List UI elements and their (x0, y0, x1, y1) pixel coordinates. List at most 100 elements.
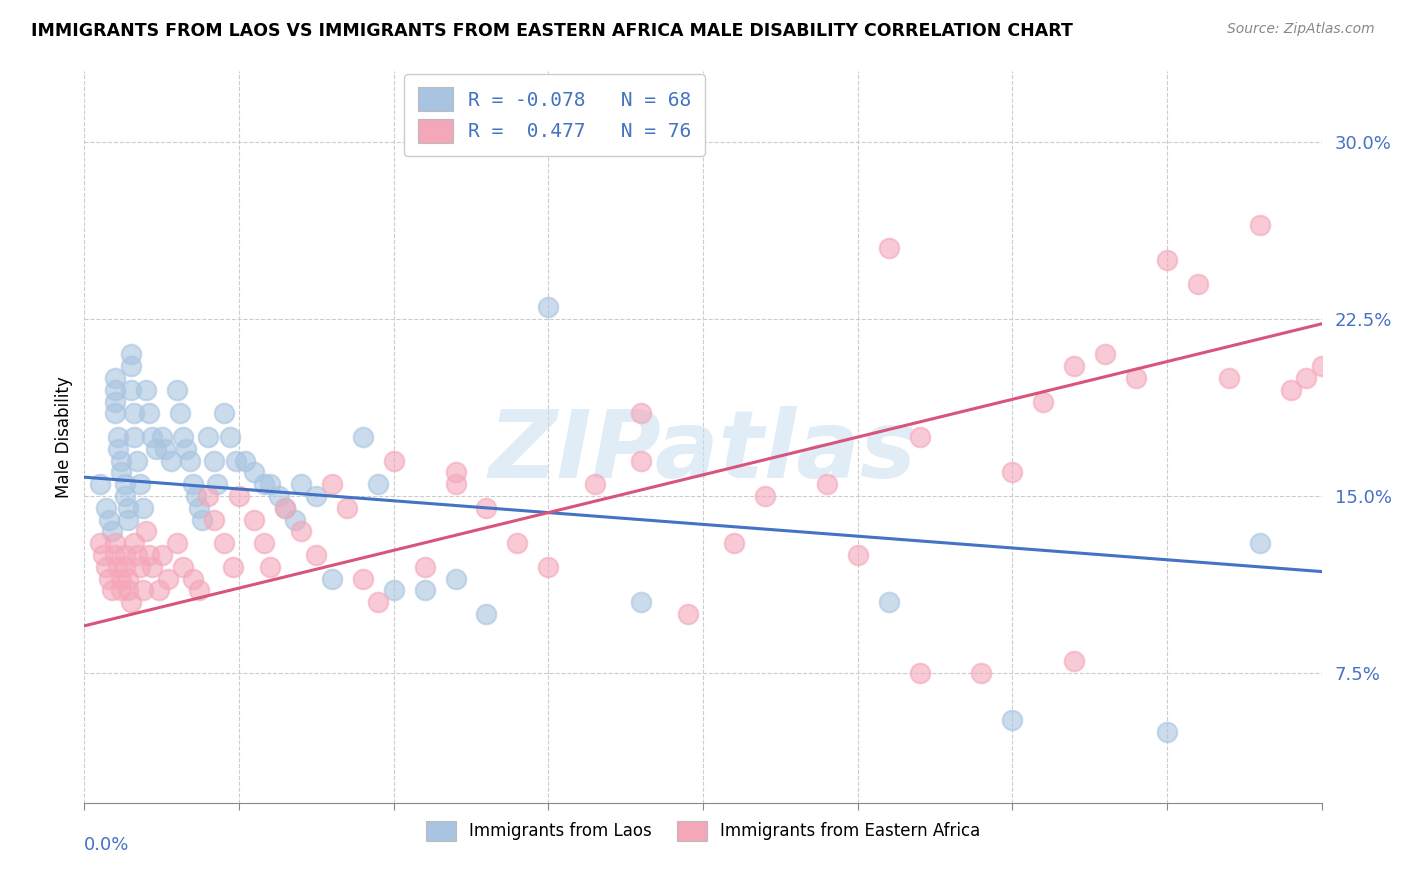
Point (1310, 359, 1333, 374)
Point (166, 536, 188, 550)
Point (101, 524, 124, 539)
Y-axis label: Male Disability: Male Disability (55, 376, 73, 498)
Point (156, 572, 179, 586)
Point (1187, 277, 1209, 291)
Point (222, 559, 245, 574)
Point (94, 500, 117, 515)
Point (104, 536, 127, 550)
Point (877, 241, 900, 255)
Point (104, 394, 127, 409)
Point (305, 548, 328, 562)
Point (253, 536, 276, 550)
Point (225, 453, 247, 467)
Point (352, 430, 374, 444)
Point (91, 548, 114, 562)
Point (1218, 371, 1240, 385)
Point (1249, 218, 1271, 232)
Point (352, 572, 374, 586)
Point (135, 524, 157, 539)
Point (129, 559, 152, 574)
Point (114, 489, 136, 503)
Point (723, 536, 745, 550)
Text: Source: ZipAtlas.com: Source: ZipAtlas.com (1227, 22, 1375, 37)
Point (187, 583, 209, 598)
Point (1001, 466, 1024, 480)
Point (367, 595, 389, 609)
Point (253, 477, 276, 491)
Point (89, 536, 111, 550)
Point (537, 559, 560, 574)
Point (336, 500, 359, 515)
Point (117, 500, 139, 515)
Point (754, 489, 776, 503)
Point (166, 383, 188, 397)
Point (107, 430, 129, 444)
Point (444, 477, 467, 491)
Point (148, 583, 170, 598)
Point (1156, 725, 1178, 739)
Point (184, 489, 207, 503)
Point (110, 466, 132, 480)
Point (630, 453, 652, 467)
Point (125, 548, 148, 562)
Point (98, 513, 121, 527)
Point (138, 548, 160, 562)
Point (135, 383, 157, 397)
Point (259, 559, 281, 574)
Point (228, 489, 250, 503)
Point (537, 301, 560, 315)
Point (506, 536, 529, 550)
Point (413, 583, 436, 598)
Point (110, 572, 132, 586)
Point (120, 383, 142, 397)
Point (104, 371, 127, 385)
Point (141, 559, 163, 574)
Point (243, 513, 266, 527)
Point (1156, 253, 1178, 268)
Point (122, 407, 145, 421)
Point (218, 430, 240, 444)
Point (114, 548, 136, 562)
Point (179, 453, 201, 467)
Point (382, 453, 405, 467)
Point (150, 548, 173, 562)
Point (815, 477, 838, 491)
Text: ZIPatlas: ZIPatlas (489, 406, 917, 498)
Point (120, 359, 142, 374)
Point (475, 500, 498, 515)
Point (197, 489, 219, 503)
Point (153, 442, 176, 456)
Point (583, 477, 606, 491)
Point (107, 442, 129, 456)
Point (290, 477, 312, 491)
Point (172, 430, 194, 444)
Point (233, 453, 256, 467)
Point (110, 583, 132, 598)
Point (141, 430, 163, 444)
Point (191, 513, 214, 527)
Point (98, 572, 121, 586)
Point (104, 383, 127, 397)
Point (1032, 394, 1054, 409)
Point (1001, 713, 1024, 727)
Point (110, 453, 132, 467)
Point (122, 536, 145, 550)
Point (197, 430, 219, 444)
Point (475, 607, 498, 621)
Point (676, 607, 699, 621)
Point (125, 453, 148, 467)
Point (117, 513, 139, 527)
Point (1295, 371, 1317, 385)
Point (274, 500, 297, 515)
Point (413, 559, 436, 574)
Point (877, 595, 900, 609)
Point (169, 407, 191, 421)
Point (117, 583, 139, 598)
Point (122, 430, 145, 444)
Point (120, 347, 142, 361)
Point (630, 407, 652, 421)
Point (243, 466, 266, 480)
Point (202, 513, 225, 527)
Point (207, 477, 229, 491)
Point (132, 583, 155, 598)
